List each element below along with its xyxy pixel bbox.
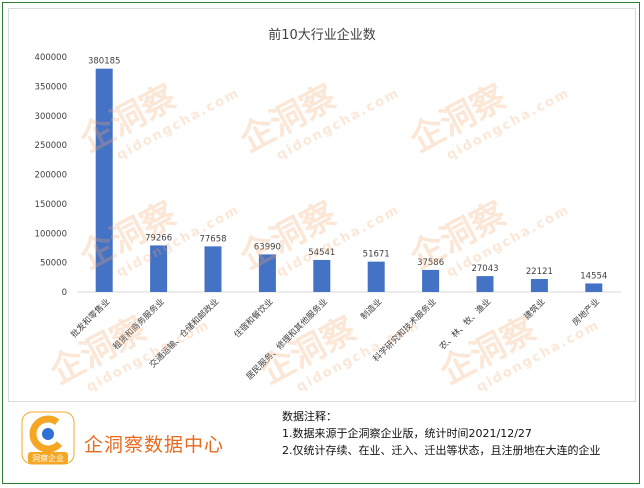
- data-label: 14554: [580, 271, 607, 281]
- bar: [258, 254, 276, 292]
- category-label: 房地产业: [570, 296, 602, 328]
- y-tick-label: 100000: [35, 229, 67, 239]
- data-label: 51671: [363, 250, 390, 260]
- bar: [313, 259, 331, 292]
- brand-logo-icon: 洞察企业: [21, 411, 75, 465]
- data-label: 79266: [145, 233, 172, 243]
- data-label: 27043: [471, 264, 498, 274]
- y-tick-label: 150000: [35, 200, 67, 210]
- bar: [204, 246, 222, 292]
- data-label: 63990: [254, 242, 281, 252]
- bar: [95, 68, 113, 292]
- bar: [150, 245, 168, 292]
- notes-title: 数据注释：: [282, 410, 337, 423]
- y-tick-label: 250000: [35, 141, 67, 151]
- data-label: 54541: [308, 248, 335, 258]
- bar-chart: 前10大行业企业数 0 50000 100000 150000 200000 250000 3…: [35, 27, 621, 382]
- y-tick-label: 200000: [35, 171, 67, 181]
- outer-frame: [2, 2, 640, 484]
- data-notes: 数据注释： 1.数据来源于企洞察企业版，统计时间2021/12/27 2.仅统计…: [282, 408, 632, 459]
- data-label: 37586: [417, 258, 444, 268]
- data-label: 380185: [88, 57, 120, 67]
- bar: [530, 279, 548, 292]
- category-label: 建筑业: [522, 296, 548, 322]
- data-label: 22121: [526, 267, 553, 277]
- chart-area: 前10大行业企业数 0 50000 100000 150000 200000 250000 3…: [8, 8, 636, 402]
- category-label: 批发和零售业: [68, 296, 112, 340]
- y-tick-label: 350000: [35, 82, 67, 92]
- bar: [476, 276, 494, 292]
- note-line-1: 1.数据来源于企洞察企业版，统计时间2021/12/27: [282, 427, 532, 440]
- chart-title: 前10大行业企业数: [268, 27, 376, 43]
- brand-name: 企洞察数据中心: [84, 434, 225, 456]
- bar: [422, 269, 440, 292]
- y-tick-label: 400000: [35, 53, 67, 63]
- bar: [367, 261, 385, 292]
- note-line-2: 2.仅统计存续、在业、迁入、迁出等状态，且注册地在大连的企业: [282, 444, 601, 457]
- data-label: 77658: [199, 234, 226, 244]
- bar: [585, 283, 603, 292]
- y-tick-label: 0: [62, 288, 67, 298]
- y-tick-label: 50000: [40, 259, 67, 269]
- category-label: 农、林、牧、渔业: [437, 296, 493, 352]
- y-tick-label: 300000: [35, 112, 67, 122]
- category-label: 制造业: [359, 296, 385, 322]
- category-label: 住宿和餐饮业: [232, 296, 276, 340]
- logo-badge-text: 洞察企业: [32, 453, 64, 463]
- category-label: 租赁和商务服务业: [111, 296, 167, 352]
